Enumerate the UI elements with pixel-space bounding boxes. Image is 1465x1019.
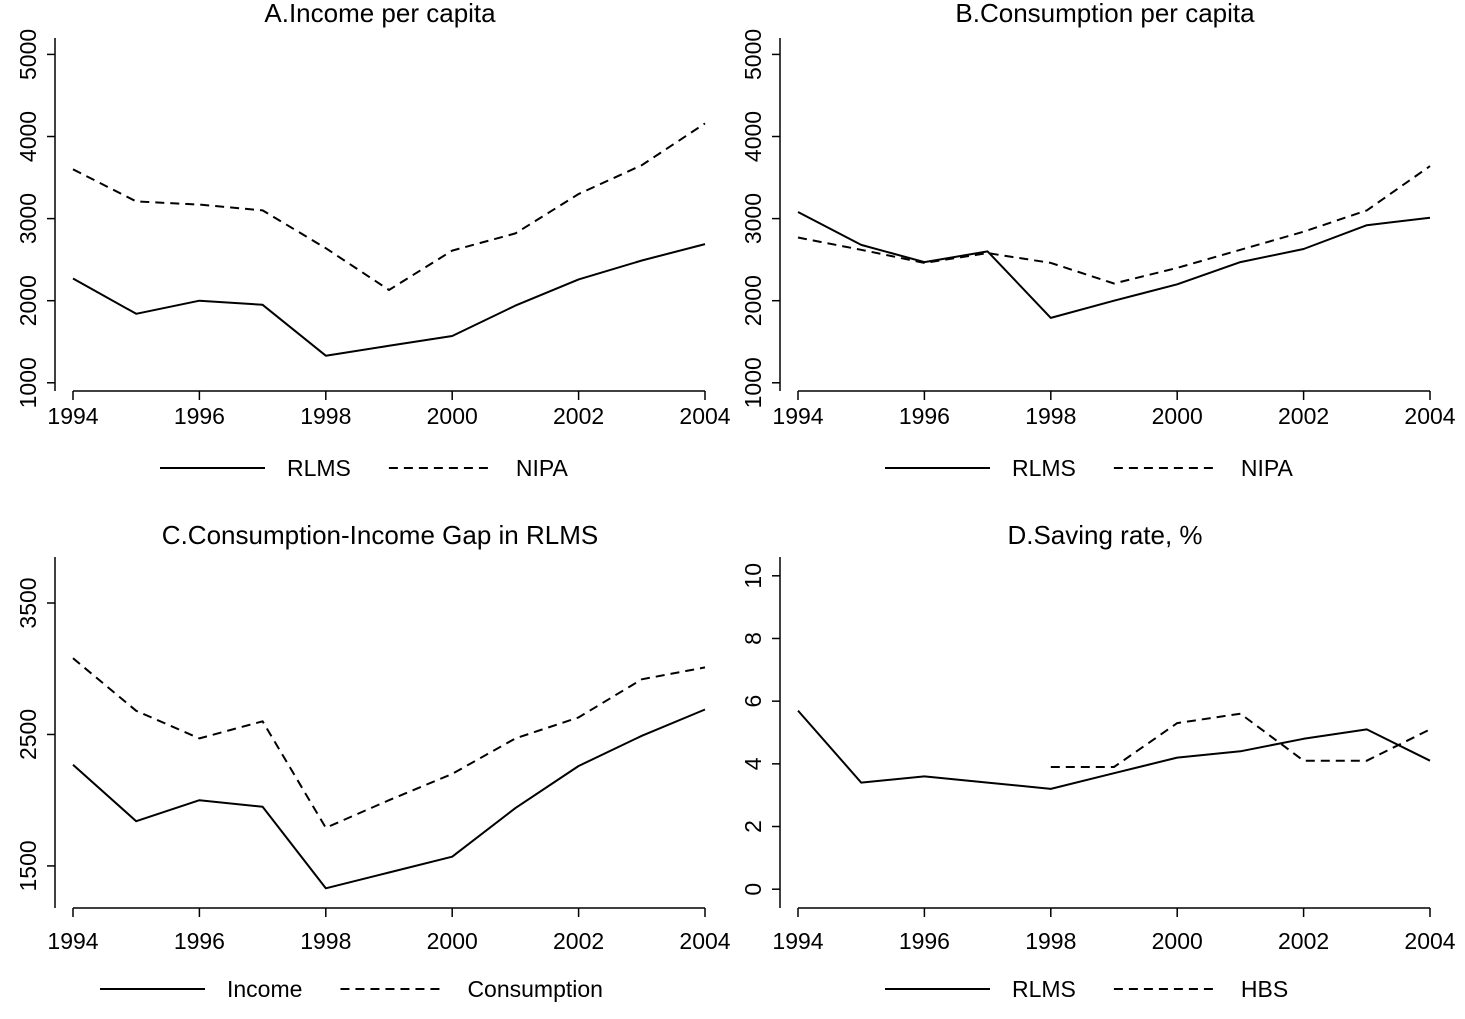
series-line-nipa (72, 122, 706, 291)
y-tick-label: 0 (740, 883, 766, 896)
series-line-consumption (72, 657, 706, 829)
panel-2: B.Consumption per capita 1000 2000 3000 4000… (740, 0, 1456, 481)
x-tick-label: 2002 (553, 403, 604, 429)
y-tick-label: 2 (740, 820, 766, 833)
series-line-rlms (72, 243, 706, 357)
x-tick-label: 1996 (174, 928, 225, 954)
panel-4: D.Saving rate, % 0 2 4 6 8 10 1994 1996 1998 2000 2… (740, 520, 1456, 1002)
legend: RLMS HBS (885, 976, 1288, 1002)
x-tick-label: 1998 (300, 403, 351, 429)
x-tick-label: 2004 (1404, 403, 1455, 429)
x-tick-label: 1996 (899, 403, 950, 429)
legend: RLMS NIPA (885, 455, 1294, 481)
y-tick-label: 3000 (15, 193, 41, 244)
x-tick-label: 2000 (427, 928, 478, 954)
panel-title: C.Consumption-Income Gap in RLMS (162, 520, 598, 550)
y-tick-label: 8 (740, 632, 766, 645)
x-tick-label: 1996 (174, 403, 225, 429)
panel-1: A.Income per capita 1000 2000 3000 4000 5000 1… (15, 0, 731, 481)
x-tick-label: 2004 (1404, 928, 1455, 954)
x-tick-label: 1994 (47, 928, 98, 954)
x-tick-label: 1996 (899, 928, 950, 954)
x-tick-label: 2004 (679, 928, 730, 954)
legend-label: RLMS (1012, 976, 1076, 1002)
y-tick-label: 3500 (15, 577, 41, 628)
y-tick-label: 4000 (740, 111, 766, 162)
x-tick-label: 1994 (772, 403, 823, 429)
legend-label: Consumption (467, 976, 603, 1002)
x-tick-label: 1998 (1025, 403, 1076, 429)
y-tick-label: 3000 (740, 193, 766, 244)
x-tick-label: 2002 (553, 928, 604, 954)
y-tick-label: 10 (740, 563, 766, 589)
legend: Income Consumption (100, 976, 603, 1002)
legend-label: Income (227, 976, 302, 1002)
y-tick-label: 5000 (740, 29, 766, 80)
legend-label: RLMS (1012, 455, 1076, 481)
legend-label: NIPA (516, 455, 569, 481)
x-tick-label: 2000 (1152, 928, 1203, 954)
y-tick-label: 2000 (740, 275, 766, 326)
x-tick-label: 2000 (427, 403, 478, 429)
y-tick-label: 4000 (15, 111, 41, 162)
legend-label: RLMS (287, 455, 351, 481)
y-tick-label: 1500 (15, 840, 41, 891)
series-line-hbs (1050, 712, 1431, 768)
panel-3: C.Consumption-Income Gap in RLMS 1500 2500… (15, 520, 731, 1002)
y-tick-label: 1000 (15, 357, 41, 408)
series-line-rlms (797, 709, 1431, 790)
panel-title: B.Consumption per capita (955, 0, 1255, 28)
panel-title: A.Income per capita (264, 0, 496, 28)
x-tick-label: 2000 (1152, 403, 1203, 429)
y-tick-label: 2000 (15, 275, 41, 326)
series-line-rlms (797, 211, 1431, 319)
y-tick-label: 1000 (740, 357, 766, 408)
series-line-nipa (797, 165, 1431, 285)
x-tick-label: 1998 (1025, 928, 1076, 954)
x-tick-label: 1994 (47, 403, 98, 429)
y-tick-label: 4 (740, 757, 766, 770)
x-tick-label: 1998 (300, 928, 351, 954)
legend-label: NIPA (1241, 455, 1294, 481)
y-tick-label: 5000 (15, 29, 41, 80)
x-tick-label: 1994 (772, 928, 823, 954)
y-tick-label: 6 (740, 695, 766, 708)
x-tick-label: 2002 (1278, 403, 1329, 429)
x-tick-label: 2004 (679, 403, 730, 429)
x-tick-label: 2002 (1278, 928, 1329, 954)
panel-title: D.Saving rate, % (1007, 520, 1202, 550)
legend-label: HBS (1241, 976, 1288, 1002)
y-tick-label: 2500 (15, 709, 41, 760)
legend: RLMS NIPA (160, 455, 569, 481)
series-line-income (72, 708, 706, 890)
